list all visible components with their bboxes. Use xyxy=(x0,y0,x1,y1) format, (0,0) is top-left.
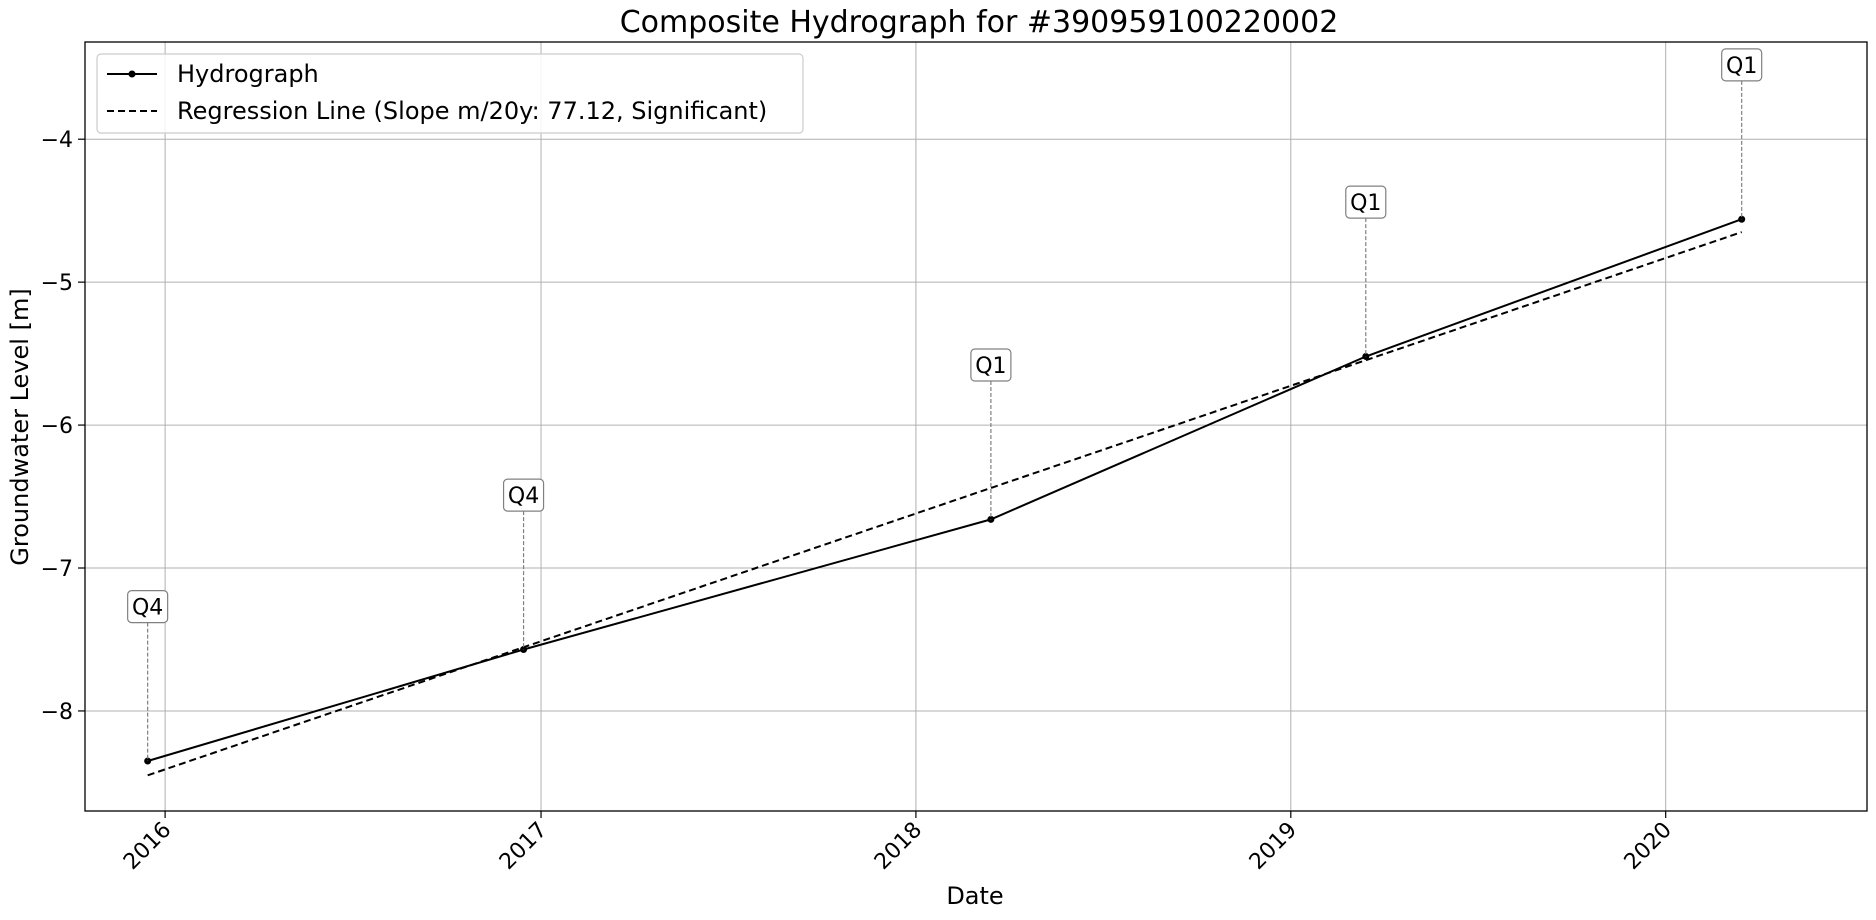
annotation-label: Q1 xyxy=(1726,54,1757,79)
grid-lines xyxy=(85,42,1867,811)
legend-box xyxy=(96,53,804,134)
plot-frame xyxy=(84,41,1868,812)
regression-series-line xyxy=(147,231,1743,777)
annotation-box xyxy=(1721,48,1763,82)
y-tick-label: −6 xyxy=(41,414,73,439)
annotation-box xyxy=(970,348,1012,382)
annotation-box xyxy=(1345,185,1387,219)
legend-regression-label: Regression Line (Slope m/20y: 77.12, Sig… xyxy=(177,97,767,125)
annotation-label: Q1 xyxy=(1350,191,1381,216)
annotation-box xyxy=(502,478,545,512)
legend-hydrograph-marker-swatch xyxy=(128,70,136,78)
y-axis: −4 −5 −6 −7 −8 xyxy=(41,128,85,725)
annotation-layer: Q4 Q4 Q1 Q1 Q1 xyxy=(127,48,1763,761)
y-tick-label: −8 xyxy=(41,700,73,725)
legend-hydrograph-label: Hydrograph xyxy=(177,60,319,88)
annotation-box xyxy=(127,590,169,624)
y-tick-label: −4 xyxy=(41,128,73,153)
y-tick-label: −7 xyxy=(41,557,73,582)
annotation-label: Q1 xyxy=(975,354,1006,379)
legend: Hydrograph Regression Line (Slope m/20y:… xyxy=(96,53,804,134)
x-axis-label: Date xyxy=(946,882,1003,910)
y-tick-label: −5 xyxy=(41,271,73,296)
y-axis-label: Groundwater Level [m] xyxy=(6,288,34,565)
annotation-label: Q4 xyxy=(132,596,163,621)
chart-title: Composite Hydrograph for #39095910022000… xyxy=(620,5,1339,40)
annotation-label: Q4 xyxy=(508,484,539,509)
